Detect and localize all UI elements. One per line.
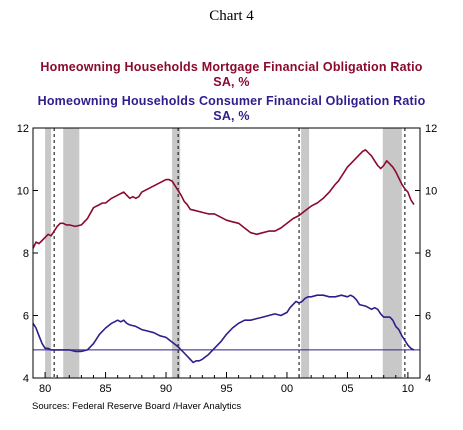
- x-tick-label-4: 00: [281, 383, 293, 395]
- y-tick-label-right-4: 12: [425, 123, 437, 135]
- y-tick-label-right-3: 10: [425, 186, 437, 198]
- x-tick-label-2: 90: [160, 383, 172, 395]
- y-tick-label-right-2: 8: [425, 248, 431, 260]
- y-tick-label-left-1: 6: [23, 311, 29, 323]
- consumer-series-unit: SA, %: [213, 109, 250, 123]
- mortgage-series-unit: SA, %: [213, 75, 250, 89]
- series-line-0: [32, 149, 415, 249]
- chart-label: Chart 4: [209, 8, 254, 24]
- x-tick-label-3: 95: [220, 383, 232, 395]
- recession-band-4: [382, 128, 402, 378]
- x-tick-label-1: 85: [99, 383, 111, 395]
- mortgage-series-title: Homeowning Households Mortgage Financial…: [40, 60, 423, 74]
- source-note: Sources: Federal Reserve Board /Haver An…: [32, 401, 242, 412]
- x-tick-label-0: 80: [39, 383, 51, 395]
- y-tick-label-right-0: 4: [425, 373, 431, 385]
- consumer-series-title: Homeowning Households Consumer Financial…: [37, 94, 426, 108]
- x-tick-label-5: 05: [341, 383, 353, 395]
- y-tick-label-left-0: 4: [23, 373, 29, 385]
- plot-frame: [32, 127, 421, 379]
- recession-band-1: [63, 128, 80, 378]
- series-line-1: [32, 294, 415, 364]
- y-tick-label-right-1: 6: [425, 311, 431, 323]
- x-tick-label-6: 10: [402, 383, 414, 395]
- y-tick-label-left-3: 10: [17, 186, 29, 198]
- recession-band-2: [172, 128, 181, 378]
- recession-band-0: [45, 128, 52, 378]
- recession-band-3: [301, 128, 310, 378]
- y-tick-label-left-4: 12: [17, 123, 29, 135]
- y-tick-label-left-2: 8: [23, 248, 29, 260]
